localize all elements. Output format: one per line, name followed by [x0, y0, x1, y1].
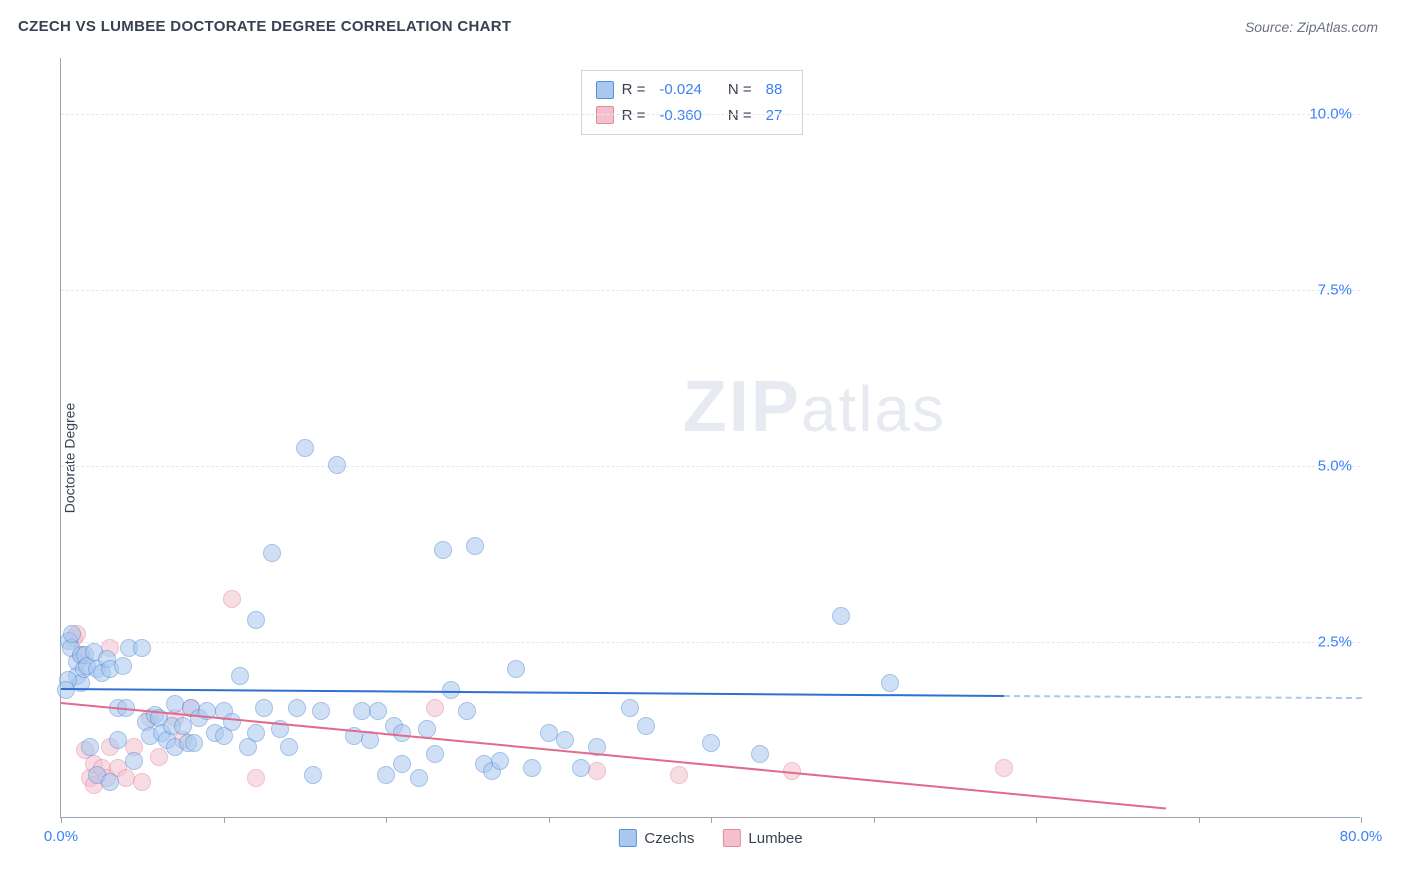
data-point — [247, 611, 265, 629]
legend-swatch — [722, 829, 740, 847]
legend-swatch — [596, 81, 614, 99]
data-point — [458, 702, 476, 720]
data-point — [995, 759, 1013, 777]
x-tick — [1199, 817, 1200, 823]
data-point — [223, 713, 241, 731]
data-point — [247, 724, 265, 742]
data-point — [637, 717, 655, 735]
data-point — [231, 667, 249, 685]
data-point — [466, 537, 484, 555]
data-point — [670, 766, 688, 784]
x-tick-label: 80.0% — [1340, 828, 1383, 845]
data-point — [133, 773, 151, 791]
legend-r-value: -0.024 — [659, 77, 702, 103]
data-point — [393, 724, 411, 742]
gridline — [61, 114, 1360, 115]
correlation-legend: R =-0.024N =88R =-0.360N =27 — [581, 70, 804, 135]
data-point — [247, 769, 265, 787]
data-point — [523, 759, 541, 777]
data-point — [57, 681, 75, 699]
plot-area: ZIPatlas R =-0.024N =88R =-0.360N =27 Cz… — [60, 58, 1360, 818]
data-point — [410, 769, 428, 787]
x-tick — [874, 817, 875, 823]
gridline — [61, 642, 1360, 643]
series-legend: Czechs Lumbee — [618, 829, 802, 847]
gridline — [61, 290, 1360, 291]
series-legend-item: Lumbee — [722, 829, 802, 847]
data-point — [63, 625, 81, 643]
data-point — [280, 738, 298, 756]
y-tick-label: 7.5% — [1318, 282, 1352, 299]
x-tick — [1036, 817, 1037, 823]
x-tick — [61, 817, 62, 823]
data-point — [702, 734, 720, 752]
trend-line — [61, 702, 1166, 810]
x-tick-label: 0.0% — [44, 828, 78, 845]
data-point — [393, 755, 411, 773]
data-point — [125, 752, 143, 770]
data-point — [185, 734, 203, 752]
x-tick — [549, 817, 550, 823]
data-point — [621, 699, 639, 717]
data-point — [81, 738, 99, 756]
data-point — [101, 773, 119, 791]
data-point — [114, 657, 132, 675]
data-point — [312, 702, 330, 720]
series-legend-label: Lumbee — [748, 830, 802, 847]
series-legend-item: Czechs — [618, 829, 694, 847]
data-point — [109, 731, 127, 749]
data-point — [255, 699, 273, 717]
data-point — [491, 752, 509, 770]
data-point — [263, 544, 281, 562]
data-point — [288, 699, 306, 717]
data-point — [133, 639, 151, 657]
y-tick-label: 2.5% — [1318, 634, 1352, 651]
data-point — [223, 590, 241, 608]
data-point — [556, 731, 574, 749]
data-point — [377, 766, 395, 784]
legend-swatch — [618, 829, 636, 847]
watermark: ZIPatlas — [683, 366, 946, 448]
x-tick — [711, 817, 712, 823]
legend-n-value: 88 — [766, 77, 783, 103]
data-point — [751, 745, 769, 763]
data-point — [166, 695, 184, 713]
data-point — [150, 748, 168, 766]
series-legend-label: Czechs — [644, 830, 694, 847]
trend-line — [61, 688, 1004, 697]
data-point — [304, 766, 322, 784]
x-tick — [386, 817, 387, 823]
data-point — [369, 702, 387, 720]
x-tick — [224, 817, 225, 823]
legend-n-label: N = — [728, 77, 752, 103]
data-point — [426, 699, 444, 717]
chart-title: CZECH VS LUMBEE DOCTORATE DEGREE CORRELA… — [18, 18, 511, 35]
gridline — [61, 466, 1360, 467]
legend-r-label: R = — [622, 77, 646, 103]
trend-line — [1003, 695, 1361, 699]
source-credit: Source: ZipAtlas.com — [1245, 19, 1378, 35]
data-point — [296, 439, 314, 457]
data-point — [881, 674, 899, 692]
data-point — [832, 607, 850, 625]
data-point — [117, 769, 135, 787]
data-point — [426, 745, 444, 763]
data-point — [507, 660, 525, 678]
legend-row: R = -0.024 N = 88 — [596, 77, 789, 103]
chart-container: Doctorate Degree ZIPatlas R =-0.024N =88… — [18, 48, 1388, 868]
y-tick-label: 5.0% — [1318, 458, 1352, 475]
data-point — [328, 456, 346, 474]
data-point — [572, 759, 590, 777]
x-tick — [1361, 817, 1362, 823]
data-point — [434, 541, 452, 559]
data-point — [588, 762, 606, 780]
y-tick-label: 10.0% — [1309, 106, 1352, 123]
